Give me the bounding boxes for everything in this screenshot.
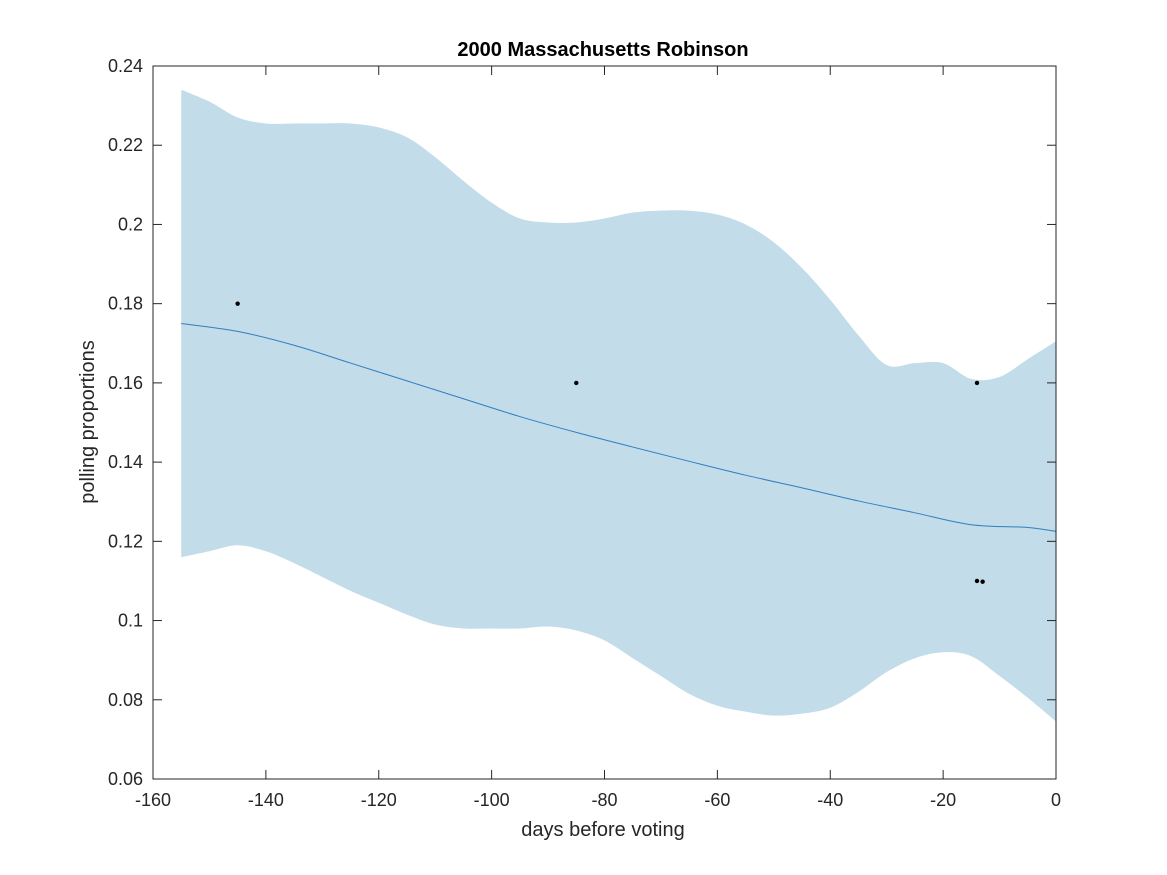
x-axis: -160 -140 -120 -100 -80 -60 -40 -20 0 <box>135 66 1061 810</box>
x-tick-label: -100 <box>474 790 510 810</box>
data-point <box>974 380 980 386</box>
y-tick-label: 0.06 <box>108 769 143 789</box>
data-point <box>980 579 985 584</box>
y-tick-label: 0.24 <box>108 56 143 76</box>
y-tick-label: 0.08 <box>108 690 143 710</box>
x-tick-label: -40 <box>817 790 843 810</box>
y-tick-label: 0.2 <box>118 214 143 234</box>
y-tick-label: 0.14 <box>108 452 143 472</box>
y-axis-label: polling proportions <box>77 340 99 503</box>
y-tick-label: 0.12 <box>108 531 143 551</box>
x-tick-label: -140 <box>248 790 284 810</box>
x-tick-label: -80 <box>591 790 617 810</box>
chart-title: 2000 Massachusetts Robinson <box>457 39 748 61</box>
y-axis: 0.06 0.08 0.1 0.12 0.14 0.16 0.18 0.2 0.22 0.24 <box>108 56 1056 789</box>
data-point <box>574 380 579 386</box>
data-point <box>235 301 240 306</box>
y-tick-label: 0.18 <box>108 294 143 314</box>
confidence-band <box>181 89 1057 722</box>
y-tick-label: 0.16 <box>108 373 143 393</box>
confidence-band-layer <box>181 89 1057 722</box>
y-tick-label: 0.1 <box>118 611 143 631</box>
x-tick-label: 0 <box>1051 790 1061 810</box>
trend-line <box>181 322 1057 532</box>
x-tick-label: -60 <box>704 790 730 810</box>
x-tick-label: -160 <box>135 790 171 810</box>
y-tick-label: 0.22 <box>108 135 143 155</box>
trend-line-layer <box>181 322 1057 532</box>
x-tick-label: -20 <box>930 790 956 810</box>
x-axis-label: days before voting <box>521 819 684 841</box>
data-point <box>974 578 980 584</box>
data-points-layer <box>235 301 985 584</box>
x-tick-label: -120 <box>361 790 397 810</box>
